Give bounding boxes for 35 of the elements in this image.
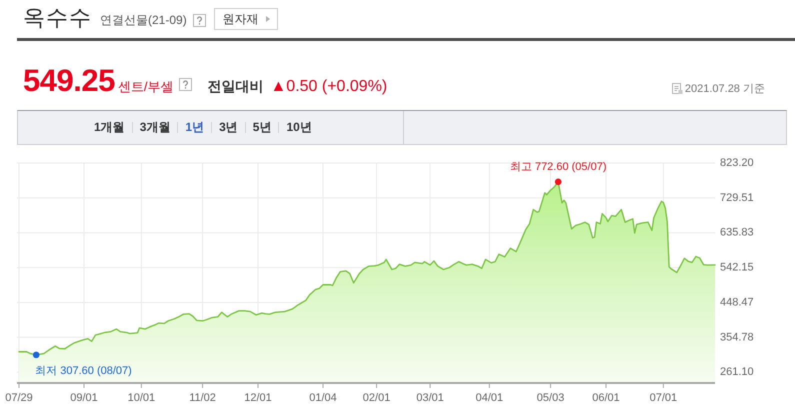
chart-subtitle: 연결선물(21-09) — [100, 12, 187, 28]
chart-title: 옥수수 — [23, 4, 92, 32]
x-tick-label: 09/01 — [70, 392, 98, 404]
text: ▲0.50 (+0.09%) — [270, 78, 388, 96]
text: 10년 — [286, 119, 312, 136]
annotation: 최저 307.60 (08/07) — [35, 364, 132, 377]
text: 2021.07.28 기준 — [684, 82, 765, 96]
x-tick-label: 07/29 — [5, 392, 33, 404]
y-tick-label: 261.10 — [720, 366, 754, 378]
x-tick-label: 05/03 — [536, 392, 564, 404]
text: 3개월 — [140, 119, 170, 136]
x-tick-label: 01/04 — [309, 392, 337, 404]
text: 3년 — [219, 119, 238, 136]
x-tick-label: 11/02 — [189, 392, 216, 404]
x-tick-label: 04/01 — [476, 392, 504, 404]
y-tick-label: 542.15 — [720, 262, 754, 274]
x-tick-label: 03/01 — [416, 392, 444, 404]
y-tick-label: 448.47 — [720, 296, 754, 308]
x-tick-label: 12/01 — [244, 392, 272, 404]
y-tick-label: 354.78 — [720, 331, 754, 344]
text: 5년 — [252, 119, 272, 136]
text: 1년 — [185, 119, 204, 136]
y-tick-label: 823.20 — [720, 157, 754, 169]
y-tick-label: 729.51 — [720, 192, 754, 204]
x-tick-label: 07/01 — [650, 392, 678, 404]
x-tick-label: 02/01 — [362, 392, 390, 404]
text: 전일대비 — [207, 78, 264, 96]
text: 센트/부셀 — [118, 78, 174, 96]
y-tick-label: 635.83 — [720, 226, 754, 239]
annotation: 최고 772.60 (05/07) — [510, 160, 607, 173]
button: 원자재 — [214, 8, 278, 30]
text: 549.25 — [23, 63, 115, 99]
x-tick-label: 10/01 — [128, 392, 156, 404]
text: 1개월 — [94, 119, 125, 136]
x-tick-label: 06/01 — [592, 392, 620, 404]
